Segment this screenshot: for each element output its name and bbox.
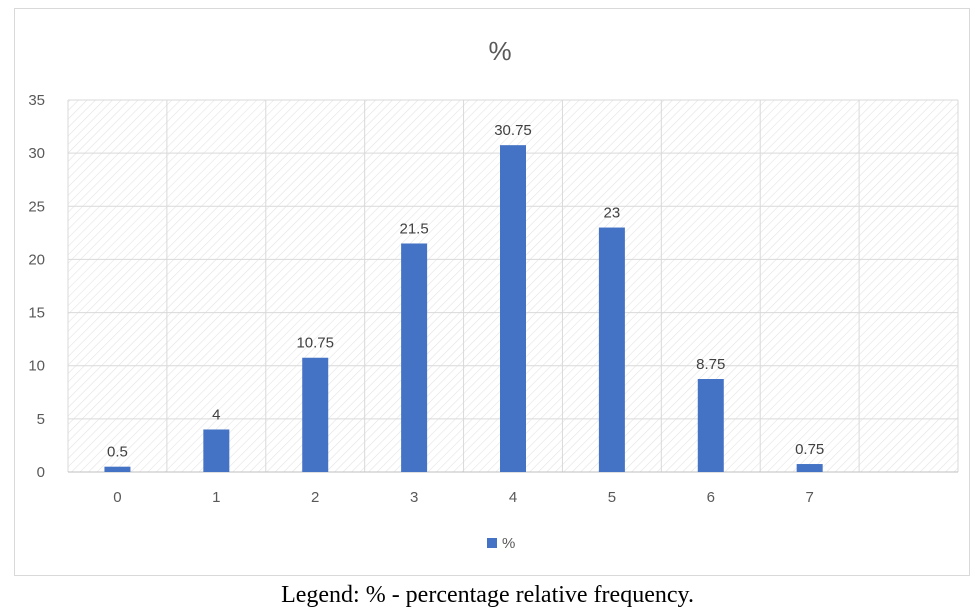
y-tick-label: 15 [28,305,45,322]
data-label-5: 23 [604,205,621,222]
x-tick-label: 5 [608,489,616,506]
bar-2 [302,357,329,472]
legend: % [487,535,515,552]
bar-7 [796,464,823,472]
bar-1 [203,429,230,472]
x-tick-label: 1 [212,489,220,506]
data-label-3: 21.5 [400,220,429,237]
y-tick-label: 30 [28,145,45,162]
chart-title: % [488,36,511,66]
bar-3 [401,243,428,472]
data-label-2: 10.75 [296,335,334,352]
bar-5 [598,227,625,472]
data-label-1: 4 [212,406,220,423]
x-tick-label: 6 [707,489,715,506]
data-labels: 0.5 4 10.75 21.5 30.75 23 8.75 0.75 [107,122,824,461]
y-tick-label: 10 [28,358,45,375]
y-tick-label: 35 [28,92,45,109]
legend-swatch [487,538,497,548]
x-tick-label: 0 [113,489,121,506]
y-axis: 0 5 10 15 20 25 30 35 [28,92,45,481]
y-tick-label: 5 [37,411,45,428]
bar-0 [104,466,131,472]
x-axis: 0 1 2 3 4 5 6 7 [68,471,958,506]
x-tick-label: 2 [311,489,319,506]
data-label-7: 0.75 [795,441,824,458]
data-label-6: 8.75 [696,356,725,373]
data-label-0: 0.5 [107,444,128,461]
x-tick-label: 7 [805,489,813,506]
x-tick-label: 3 [410,489,418,506]
legend-label: % [502,535,515,552]
figure-caption: Legend: % - percentage relative frequenc… [281,582,694,608]
y-tick-label: 25 [28,198,45,215]
bar-series [104,145,823,472]
x-tick-label: 4 [509,489,517,506]
data-label-4: 30.75 [494,122,532,139]
bar-6 [697,379,724,472]
y-tick-label: 20 [28,251,45,268]
bar-4 [500,145,526,472]
y-tick-label: 0 [37,464,45,481]
